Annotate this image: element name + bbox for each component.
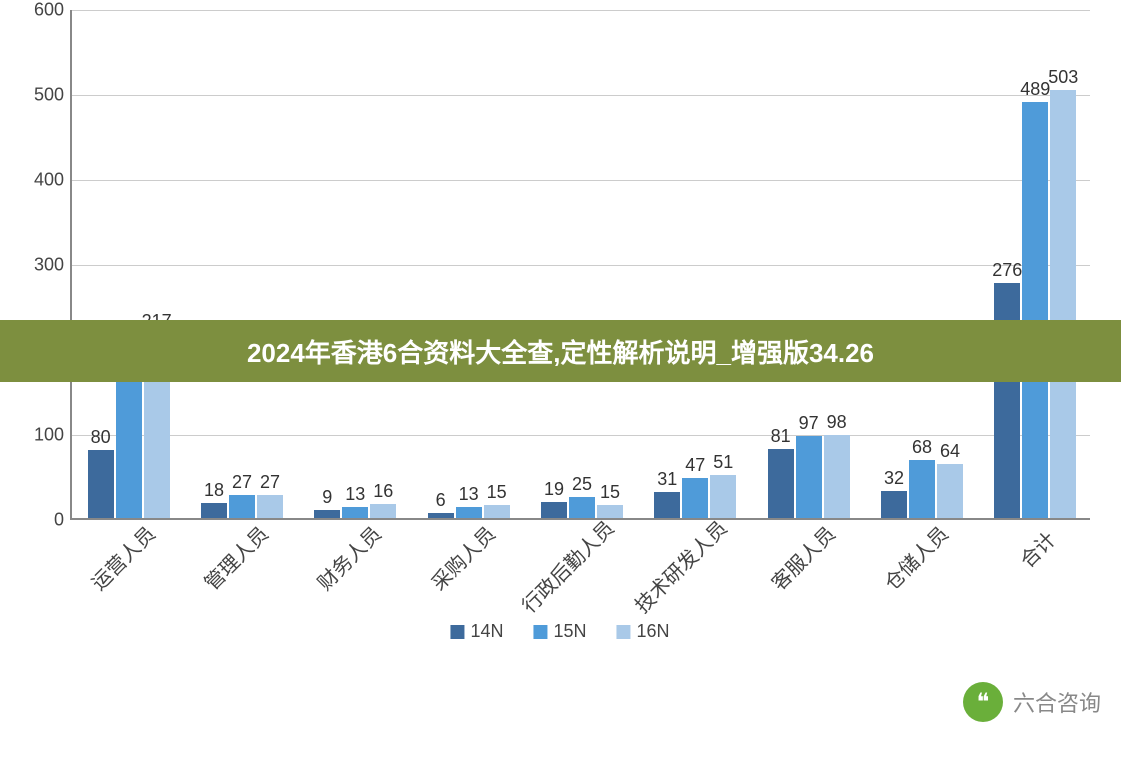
bar: 503 (1050, 90, 1076, 518)
bar-value-label: 31 (657, 469, 677, 490)
legend-label: 14N (470, 621, 503, 642)
bar-value-label: 503 (1048, 67, 1078, 88)
bar-value-label: 25 (572, 474, 592, 495)
bar: 15 (484, 505, 510, 518)
legend-item: 15N (533, 621, 586, 642)
legend-item: 16N (617, 621, 670, 642)
wechat-icon: ❝ (963, 682, 1003, 722)
gridline (72, 180, 1090, 181)
bar-value-label: 9 (322, 487, 332, 508)
y-tick-label: 300 (34, 255, 64, 276)
bar-value-label: 13 (459, 484, 479, 505)
bar: 25 (569, 497, 595, 518)
bar: 276 (994, 283, 1020, 518)
y-tick-label: 600 (34, 0, 64, 21)
bar-value-label: 27 (260, 472, 280, 493)
bar-group: 326864 (865, 460, 978, 518)
gridline (72, 95, 1090, 96)
bar: 9 (314, 510, 340, 518)
bar-value-label: 68 (912, 437, 932, 458)
bar-value-label: 32 (884, 468, 904, 489)
watermark-glyph: ❝ (977, 688, 990, 717)
bar: 64 (937, 464, 963, 518)
bar-value-label: 97 (799, 413, 819, 434)
legend-label: 16N (637, 621, 670, 642)
y-tick-label: 0 (54, 510, 64, 531)
bar-value-label: 15 (600, 482, 620, 503)
bar: 6 (428, 513, 454, 518)
x-category-label: 管理人员 (197, 519, 274, 596)
bar-value-label: 64 (940, 441, 960, 462)
bar: 27 (229, 495, 255, 518)
x-category-label: 仓储人员 (877, 519, 954, 596)
bar-value-label: 15 (487, 482, 507, 503)
x-category-label: 采购人员 (423, 519, 500, 596)
x-category-label: 客服人员 (763, 519, 840, 596)
y-tick-label: 400 (34, 170, 64, 191)
x-category-label: 运营人员 (83, 519, 160, 596)
bar: 13 (456, 507, 482, 518)
legend-swatch (533, 625, 547, 639)
x-category-label: 行政后勤人员 (514, 513, 619, 618)
gridline (72, 10, 1090, 11)
y-tick-label: 500 (34, 85, 64, 106)
bar-value-label: 51 (713, 452, 733, 473)
bar-value-label: 98 (827, 412, 847, 433)
bar-value-label: 18 (204, 480, 224, 501)
legend-swatch (617, 625, 631, 639)
bar-value-label: 47 (685, 455, 705, 476)
bar: 98 (824, 435, 850, 518)
watermark: ❝ 六合咨询 (963, 682, 1101, 722)
bar: 18 (201, 503, 227, 518)
legend-swatch (450, 625, 464, 639)
legend-item: 14N (450, 621, 503, 642)
bar: 16 (370, 504, 396, 518)
gridline (72, 265, 1090, 266)
bar-value-label: 13 (345, 484, 365, 505)
bar: 489 (1022, 102, 1048, 518)
bar-group: 91316 (299, 504, 412, 518)
bar-value-label: 81 (771, 426, 791, 447)
x-category-label: 技术研发人员 (627, 513, 732, 618)
bar-value-label: 276 (992, 260, 1022, 281)
bar-group: 61315 (412, 505, 525, 518)
bar-group: 182727 (185, 495, 298, 518)
bar-value-label: 19 (544, 479, 564, 500)
x-category-label: 合计 (1013, 524, 1062, 573)
bar: 81 (768, 449, 794, 518)
bar-group: 276489503 (979, 90, 1092, 518)
plot-area: 010020030040050060080199217运营人员182727管理人… (70, 10, 1090, 520)
legend: 14N 15N 16N (450, 621, 669, 642)
bar-value-label: 6 (436, 490, 446, 511)
bar-group: 192515 (525, 497, 638, 518)
bar: 97 (796, 436, 822, 518)
bar: 47 (682, 478, 708, 518)
bar: 80 (88, 450, 114, 518)
bar: 31 (654, 492, 680, 518)
x-category-label: 财务人员 (310, 519, 387, 596)
bar-value-label: 27 (232, 472, 252, 493)
y-tick-label: 100 (34, 425, 64, 446)
bar-group: 819798 (752, 435, 865, 518)
legend-label: 15N (553, 621, 586, 642)
bar-group: 314751 (639, 475, 752, 518)
bar-value-label: 16 (373, 481, 393, 502)
bar: 68 (909, 460, 935, 518)
watermark-text: 六合咨询 (1013, 686, 1101, 718)
bar: 19 (541, 502, 567, 518)
bar: 27 (257, 495, 283, 518)
overlay-band: 2024年香港6合资料大全查,定性解析说明_增强版34.26 (0, 320, 1121, 382)
bar: 51 (710, 475, 736, 518)
bar: 32 (881, 491, 907, 518)
bar-value-label: 489 (1020, 79, 1050, 100)
overlay-text: 2024年香港6合资料大全查,定性解析说明_增强版34.26 (247, 333, 874, 370)
bar: 13 (342, 507, 368, 518)
gridline (72, 435, 1090, 436)
bar-value-label: 80 (91, 427, 111, 448)
